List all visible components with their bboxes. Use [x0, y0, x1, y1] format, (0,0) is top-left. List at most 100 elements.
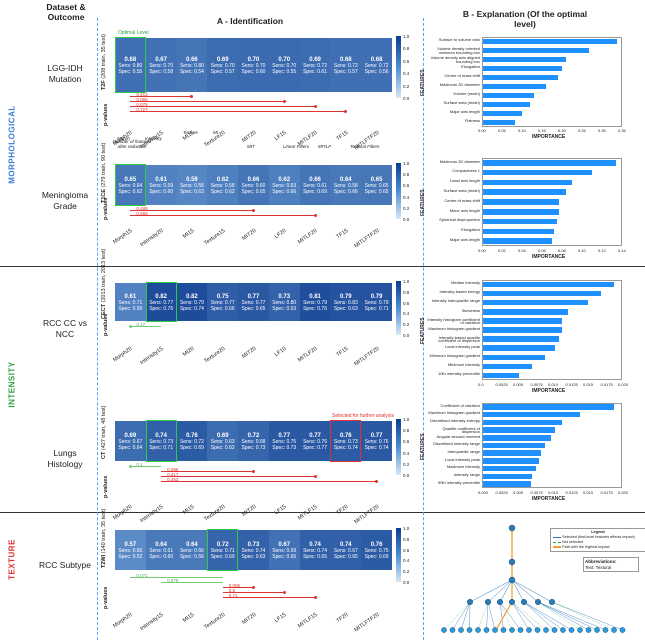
heatmap-xlabel: Intensity15: [139, 612, 165, 633]
bar-feature-label: Intensity-based energy: [439, 289, 480, 295]
heatmap-cell: 0.57 Sens: 0.65 Spec: 0.52: [115, 530, 146, 570]
graph-edge: [469, 579, 513, 603]
bar-feature-label: Volume (mesh): [453, 91, 480, 97]
pvalue-line: [161, 582, 223, 583]
bar-feature-label: 10th intensity percentile: [437, 371, 480, 377]
importance-bar: [483, 442, 546, 449]
heatmap-cell: 0.73 Sens: 0.74 Spec: 0.63: [238, 530, 269, 570]
graph-edge: [551, 601, 615, 631]
explain-label: MITLF: [318, 144, 331, 149]
pvalue-line: [222, 587, 254, 588]
heatmap-xlabel: Texture20: [202, 346, 227, 365]
bar-feature-label: Minimum intensity: [447, 362, 480, 368]
heatmap-xlabel: Intensity15: [139, 346, 165, 367]
graph-leaf-node: [560, 627, 566, 633]
heatmap-cell: 0.61 Sens: 0.59 Spec: 0.60: [145, 165, 177, 205]
graph-leaf-node: [619, 627, 626, 633]
pvalue-line: [222, 597, 316, 598]
graph-edge: [486, 601, 489, 631]
bar-axis-tick: 0.020: [618, 382, 629, 387]
heatmap-xlabel: MI15: [181, 504, 196, 516]
category-intensity: INTENSITY: [7, 361, 17, 408]
heatmap-cell: 0.68 Sens: 0.80 Spec: 0.55: [115, 38, 146, 92]
graph-edge: [499, 601, 521, 631]
graph-legend-title: Legend: [591, 530, 605, 534]
graph-edge: [511, 579, 525, 603]
bar-feature-label: Discretised intensity entropy: [429, 418, 480, 424]
colorbar-tick: 0.2: [403, 322, 410, 328]
colorbar-tick: 0.8: [403, 172, 410, 178]
heatmap-cell: 0.65 Sens: 0.65 Spec: 0.65: [361, 165, 392, 205]
graph-leaf-node: [526, 627, 532, 633]
graph-edge: [511, 601, 538, 631]
pvalue-line: [130, 96, 192, 97]
graph-edge: [523, 601, 572, 631]
heatmap-xlabel: Morph20: [112, 612, 134, 630]
bar-feature-label: Volume density oriented minimum bounding…: [437, 46, 480, 55]
colorbar: [396, 281, 401, 335]
bar-feature-label: Maximum histogram gradient: [428, 410, 480, 416]
heatmap-cell: 0.77 Sens: 0.75 Spec: 0.73: [268, 421, 300, 461]
heatmap-cell: 0.76 Sens: 0.72 Spec: 0.69: [176, 421, 208, 461]
bar-axis-tick: 0.0: [478, 382, 484, 387]
importance-bar: [483, 458, 539, 464]
pvalue-text: 0.488: [136, 205, 148, 211]
importance-bar: [483, 209, 560, 215]
bar-feature-label: Intensity range: [453, 472, 480, 478]
importance-bar: [483, 336, 559, 342]
importance-bar: [483, 435, 551, 441]
heatmap-cell: 0.59 Sens: 0.58 Spec: 0.63: [176, 165, 208, 205]
heatmap-xlabel: LF20: [273, 228, 288, 241]
heatmap-xlabel: TF15: [335, 228, 350, 241]
optimal-level-box: [145, 282, 177, 322]
graph-leaf-node: [475, 627, 481, 633]
bar-axis-tick: 0.015: [583, 382, 594, 387]
bar-feature-label: Minimum histogram gradient: [429, 353, 480, 359]
importance-bar: [483, 101, 531, 108]
category-texture: TEXTURE: [7, 539, 17, 580]
bar-axis-label: IMPORTANCE: [532, 254, 566, 260]
heatmap-cell: 0.81 Sens: 0.79 Spec: 0.76: [299, 283, 331, 321]
pvalue-line: [130, 326, 162, 327]
graph-leaf-node: [611, 627, 617, 633]
bar-axis-tick: 0.06: [538, 248, 546, 253]
pvalue-line: [130, 101, 285, 102]
graph-leaf-node: [466, 627, 473, 633]
category-morphological: MORPHOLOGICAL: [7, 105, 17, 184]
colorbar-tick: 0.2: [403, 83, 410, 89]
colorbar-tick: 0.0: [403, 580, 410, 585]
heatmap-xlabel: Texture20: [202, 612, 227, 631]
bar-axis-tick: 0.15: [538, 128, 546, 133]
divider-right: [423, 18, 424, 640]
heatmap-xlabel: TF20: [335, 504, 350, 517]
bar-feature-label: Maximum 2D diameter: [439, 82, 480, 88]
heatmap-ylabel: T2F (208 train, 35 test): [101, 34, 107, 90]
bar-feature-label: Surface area (mesh): [443, 100, 480, 106]
bar-axis-tick: 0.000: [478, 490, 489, 495]
pvalue-text: 0.412: [136, 91, 148, 97]
dataset-rcc-subtype: RCC Subtype: [39, 560, 91, 570]
bar-feature-label: Local intensity peak: [444, 343, 480, 349]
heatmap-xlabel: MI15: [181, 612, 196, 624]
dataset-lungs: Lungs Histology: [47, 448, 83, 469]
graph-node: [520, 598, 527, 605]
colorbar: [396, 528, 401, 582]
importance-bar: [483, 481, 531, 487]
graph-edge: [537, 601, 589, 631]
colorbar-tick: 0.6: [403, 183, 410, 189]
colorbar-tick: 0.8: [403, 536, 410, 542]
importance-bar: [483, 199, 560, 205]
colorbar-tick: 0.2: [403, 461, 410, 467]
colorbar-tick: 0.4: [403, 71, 410, 77]
optimal-level-box: [207, 529, 239, 571]
heatmap-cell: 0.72 Sens: 0.68 Spec: 0.73: [238, 421, 269, 461]
graph-node: [534, 598, 541, 605]
graph-edge: [452, 601, 471, 631]
pvalues-label: p-values: [103, 313, 109, 336]
graph-edge: [487, 601, 496, 631]
bar-feature-label: Compactness 1: [452, 168, 480, 174]
graph-node: [485, 598, 492, 605]
heatmap-xlabel: MI15: [181, 228, 196, 240]
bar-feature-axis-label: FEATURES: [420, 432, 426, 460]
bar-feature-axis-label: FEATURES: [420, 317, 426, 344]
